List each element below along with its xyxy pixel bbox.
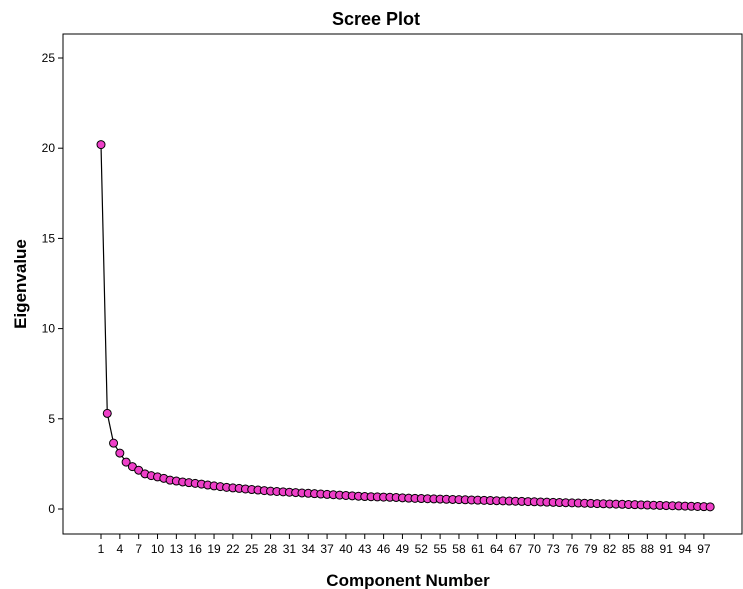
data-point	[96, 140, 106, 150]
x-tick-label: 16	[189, 542, 203, 556]
plot-frame	[62, 33, 743, 535]
x-tick-label: 58	[452, 542, 466, 556]
x-tick-label: 94	[678, 542, 692, 556]
y-tick-label: 5	[48, 412, 55, 426]
x-tick-label: 49	[396, 542, 410, 556]
x-tick-label: 28	[264, 542, 278, 556]
series-layer	[96, 140, 715, 512]
x-tick-label: 1	[98, 542, 105, 556]
x-tick-label: 67	[509, 542, 523, 556]
data-point	[109, 438, 119, 448]
chart-title: Scree Plot	[332, 9, 420, 29]
y-tick-label: 25	[42, 51, 56, 65]
y-tick-label: 20	[42, 141, 56, 155]
data-point	[705, 502, 715, 512]
x-axis-title: Component Number	[326, 571, 490, 589]
x-tick-label: 37	[320, 542, 334, 556]
x-tick-label: 10	[151, 542, 165, 556]
x-tick-label: 97	[697, 542, 711, 556]
x-tick-label: 64	[490, 542, 504, 556]
x-tick-label: 61	[471, 542, 485, 556]
x-tick-label: 7	[135, 542, 142, 556]
x-tick-label: 88	[641, 542, 655, 556]
x-tick-label: 31	[283, 542, 297, 556]
x-tick-label: 25	[245, 542, 259, 556]
x-tick-label: 70	[528, 542, 542, 556]
y-tick-label: 0	[48, 502, 55, 516]
data-point	[102, 408, 112, 418]
x-tick-label: 82	[603, 542, 617, 556]
x-tick-label: 73	[546, 542, 560, 556]
data-point	[121, 457, 131, 467]
x-tick-label: 85	[622, 542, 636, 556]
x-tick-label: 13	[170, 542, 184, 556]
y-tick-label: 15	[42, 231, 56, 245]
x-tick-label: 79	[584, 542, 598, 556]
x-tick-label: 91	[660, 542, 674, 556]
y-axis-title: Eigenvalue	[11, 239, 30, 329]
x-tick-label: 76	[565, 542, 579, 556]
x-tick-label: 19	[207, 542, 221, 556]
y-axis: 0 5 10 15 20 25	[42, 51, 63, 516]
x-tick-label: 55	[433, 542, 447, 556]
x-tick-label: 40	[339, 542, 353, 556]
x-tick-label: 52	[415, 542, 429, 556]
x-tick-label: 43	[358, 542, 372, 556]
data-point	[115, 448, 125, 458]
x-tick-label: 46	[377, 542, 391, 556]
x-axis: 1 4 7 10 13 16 19 22 25 28 31 34 37 40 43 46 49 52 55 58 61 6…	[98, 534, 711, 556]
y-tick-label: 10	[42, 322, 56, 336]
x-tick-label: 34	[302, 542, 316, 556]
x-tick-label: 4	[116, 542, 123, 556]
x-tick-label: 22	[226, 542, 240, 556]
